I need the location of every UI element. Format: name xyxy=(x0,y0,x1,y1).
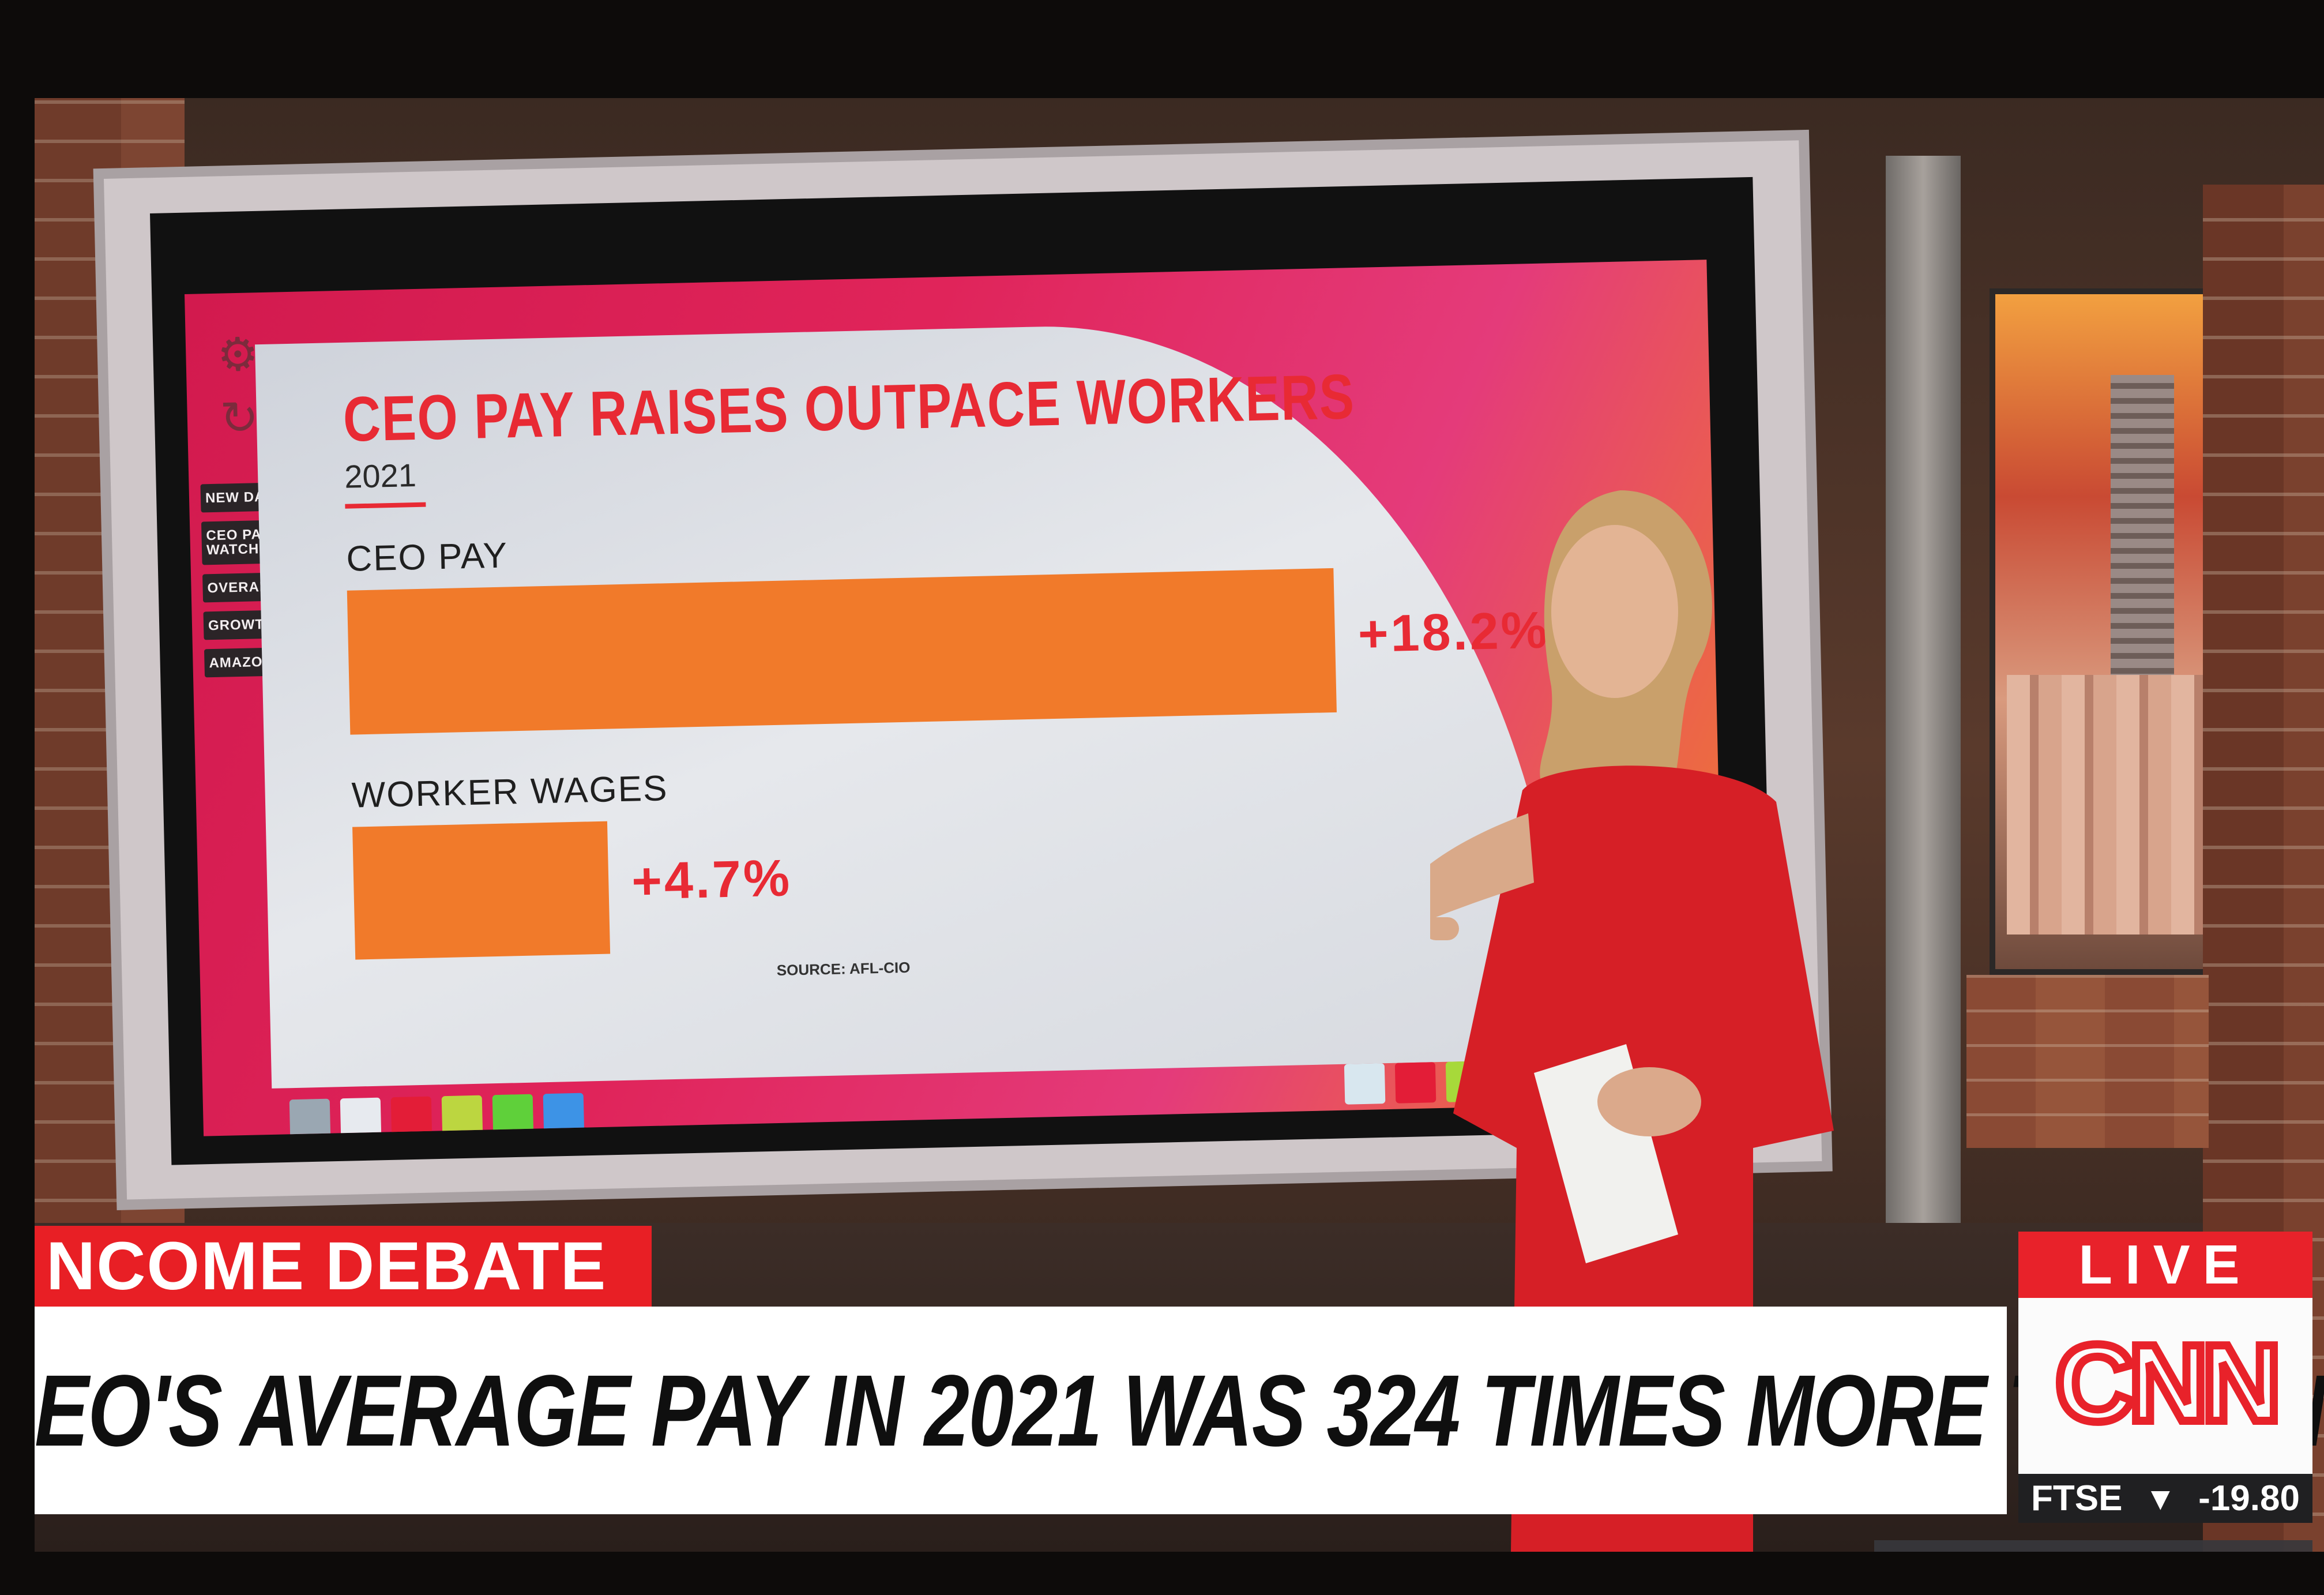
color-swatch[interactable] xyxy=(340,1097,382,1136)
bar xyxy=(347,568,1337,735)
ticker-value: -19.80 xyxy=(2198,1478,2300,1518)
market-ticker: FTSE ▼ -19.80 xyxy=(2018,1474,2312,1523)
tv-screen: ⚙ ↻ NEW DAY CEO PAY WATCH OVERALL GROWTH… xyxy=(35,98,2324,1552)
cnn-logo-text: CNN xyxy=(2055,1328,2276,1444)
live-badge: LIVE xyxy=(2018,1232,2312,1298)
color-swatch[interactable] xyxy=(289,1098,331,1136)
headline-band xyxy=(35,1307,2007,1514)
skyline-buildings xyxy=(2007,675,2226,935)
headline-text: EO'S AVERAGE PAY IN 2021 WAS 324 TIMES M… xyxy=(35,1354,2324,1468)
bar-label: CEO PAY xyxy=(345,535,509,579)
bar xyxy=(352,821,611,960)
down-arrow-icon: ▼ xyxy=(2144,1480,2177,1517)
bar-value-label: +4.7% xyxy=(631,849,793,911)
studio-pillar xyxy=(1886,156,1961,1223)
color-swatch[interactable] xyxy=(390,1096,433,1136)
chart-source: SOURCE: AFL-CIO xyxy=(776,958,911,979)
cnn-logo: CNN xyxy=(2018,1298,2312,1474)
chart-subtitle: 2021 xyxy=(344,456,417,495)
show-name: NEW DAY xyxy=(1874,1540,2312,1552)
ticker-symbol: FTSE xyxy=(2031,1478,2123,1518)
color-swatch[interactable] xyxy=(1344,1063,1386,1105)
cnn-logo-icon: CNN xyxy=(2051,1328,2285,1444)
studio-brick-wall-low xyxy=(1966,975,2209,1148)
skyline-tower xyxy=(2111,375,2174,698)
topic-tag: NCOME DEBATE xyxy=(35,1226,652,1307)
bar-label: WORKER WAGES xyxy=(351,768,669,816)
